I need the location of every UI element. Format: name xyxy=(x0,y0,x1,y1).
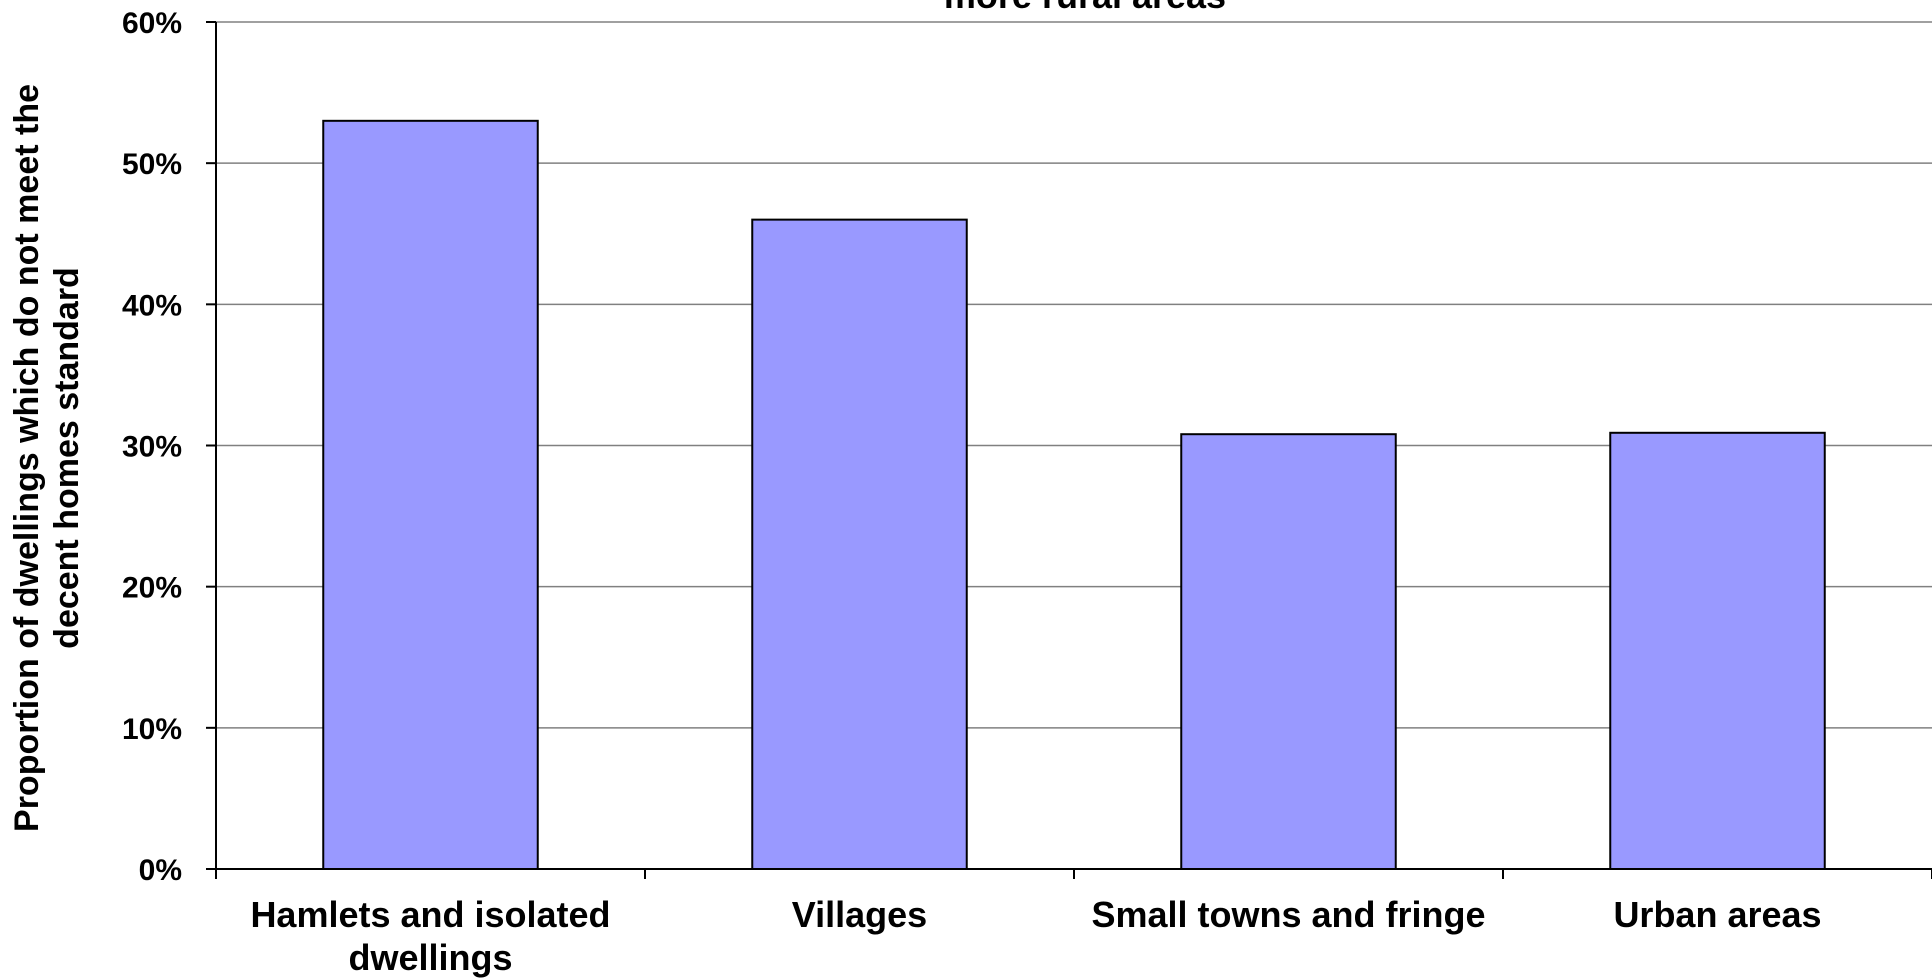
y-axis-title: Proportion of dwellings which do not mee… xyxy=(8,84,86,832)
y-tick-label: 30% xyxy=(122,431,182,464)
x-category-label: Hamlets and isolated dwellings xyxy=(250,894,610,978)
x-category-label: Small towns and fringe xyxy=(1091,894,1485,935)
y-tick-label: 40% xyxy=(122,289,182,322)
x-category-labels: Hamlets and isolated dwellings Villages Sma… xyxy=(250,894,1821,978)
bar xyxy=(322,119,539,871)
bar xyxy=(1180,433,1397,870)
y-tick-label: 50% xyxy=(122,148,182,181)
axes xyxy=(206,21,1932,879)
y-axis-title-text: Proportion of dwellings which do not mee… xyxy=(8,84,86,832)
chart-title: more rural areas xyxy=(944,0,1226,16)
bar xyxy=(751,218,968,870)
x-category-label: Villages xyxy=(792,894,927,935)
y-tick-label: 0% xyxy=(139,854,182,887)
y-tick-labels: 0% 10% 20% 30% 40% 50% 60% xyxy=(122,7,182,887)
bar xyxy=(1609,431,1826,870)
y-tick-label: 10% xyxy=(122,713,182,746)
x-category-label: Urban areas xyxy=(1613,894,1821,935)
y-tick-label: 60% xyxy=(122,7,182,40)
y-tick-label: 20% xyxy=(122,572,182,605)
bars xyxy=(322,119,1826,871)
